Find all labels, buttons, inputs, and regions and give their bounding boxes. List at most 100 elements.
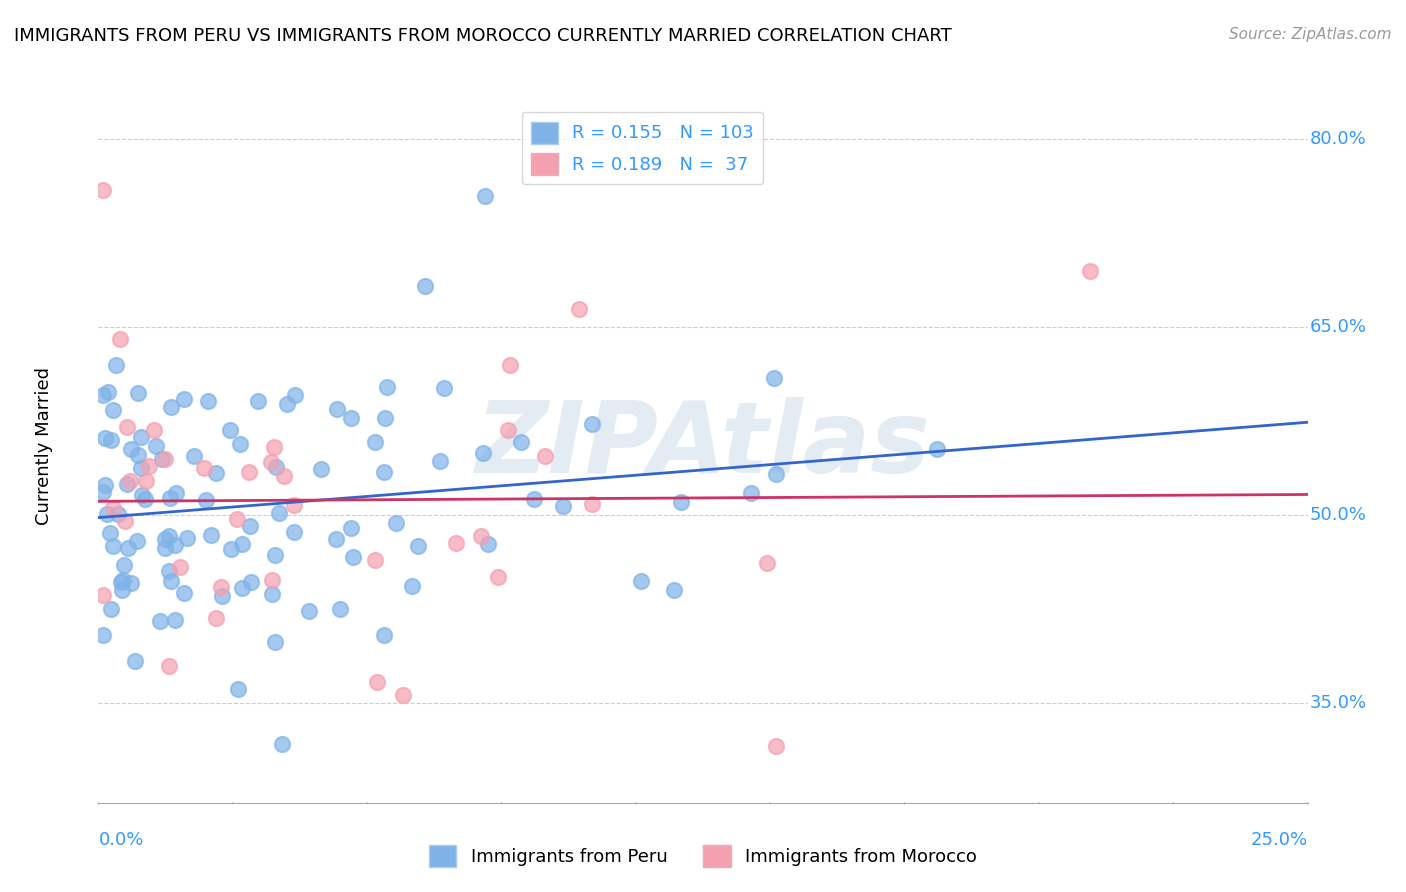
Morocco bbox=[765, 739, 787, 754]
Peru bbox=[283, 524, 305, 539]
Peru bbox=[157, 529, 180, 543]
Peru bbox=[477, 537, 499, 551]
Peru bbox=[120, 576, 142, 591]
Peru bbox=[433, 381, 456, 395]
Peru bbox=[219, 542, 242, 557]
Text: 65.0%: 65.0% bbox=[1310, 318, 1367, 336]
Morocco bbox=[169, 560, 191, 574]
Morocco bbox=[534, 449, 557, 463]
Peru bbox=[93, 628, 115, 642]
Morocco bbox=[496, 424, 519, 438]
Morocco bbox=[205, 611, 228, 625]
Morocco bbox=[260, 573, 283, 587]
Peru bbox=[246, 393, 269, 408]
Morocco bbox=[110, 332, 132, 346]
Peru bbox=[127, 448, 149, 462]
Peru bbox=[103, 539, 125, 553]
Peru bbox=[117, 541, 139, 556]
Peru bbox=[97, 384, 120, 399]
Peru bbox=[472, 446, 495, 460]
Peru bbox=[197, 394, 219, 409]
Peru bbox=[219, 423, 242, 437]
Peru bbox=[342, 549, 364, 564]
Morocco bbox=[366, 675, 388, 690]
Peru bbox=[429, 454, 451, 468]
Peru bbox=[163, 613, 186, 627]
Peru bbox=[374, 410, 396, 425]
Peru bbox=[231, 537, 253, 551]
Peru bbox=[340, 410, 363, 425]
Peru bbox=[176, 532, 198, 546]
Peru bbox=[630, 574, 652, 589]
Morocco bbox=[581, 497, 603, 511]
Text: IMMIGRANTS FROM PERU VS IMMIGRANTS FROM MOROCCO CURRENTLY MARRIED CORRELATION CH: IMMIGRANTS FROM PERU VS IMMIGRANTS FROM … bbox=[14, 27, 952, 45]
Peru bbox=[173, 392, 195, 407]
Peru bbox=[240, 575, 263, 590]
Peru bbox=[96, 507, 118, 521]
Peru bbox=[263, 548, 285, 562]
Peru bbox=[155, 541, 177, 556]
Peru bbox=[160, 401, 183, 415]
Text: 35.0%: 35.0% bbox=[1310, 694, 1367, 712]
Peru bbox=[264, 635, 287, 649]
Morocco bbox=[568, 301, 591, 316]
Peru bbox=[364, 434, 387, 449]
Peru bbox=[112, 558, 135, 572]
Peru bbox=[157, 564, 180, 578]
Peru bbox=[110, 575, 132, 590]
Peru bbox=[91, 485, 114, 500]
Peru bbox=[340, 521, 363, 535]
Peru bbox=[311, 461, 333, 475]
Peru bbox=[329, 602, 352, 616]
Peru bbox=[662, 583, 685, 598]
Morocco bbox=[193, 461, 215, 475]
Morocco bbox=[91, 183, 114, 197]
Peru bbox=[375, 380, 398, 394]
Peru bbox=[385, 516, 408, 531]
Morocco bbox=[135, 474, 157, 488]
Peru bbox=[581, 417, 603, 431]
Morocco bbox=[91, 588, 114, 602]
Legend: Immigrants from Peru, Immigrants from Morocco: Immigrants from Peru, Immigrants from Mo… bbox=[422, 838, 984, 874]
Peru bbox=[150, 452, 173, 467]
Peru bbox=[127, 534, 149, 549]
Text: 0.0%: 0.0% bbox=[98, 831, 143, 849]
Text: 25.0%: 25.0% bbox=[1250, 831, 1308, 849]
Peru bbox=[91, 388, 114, 402]
Peru bbox=[260, 587, 283, 601]
Morocco bbox=[263, 440, 285, 454]
Peru bbox=[763, 371, 786, 385]
Peru bbox=[129, 430, 152, 444]
Peru bbox=[229, 437, 252, 451]
Peru bbox=[149, 614, 172, 628]
Peru bbox=[100, 601, 122, 615]
Peru bbox=[509, 435, 531, 450]
Morocco bbox=[155, 451, 177, 466]
Morocco bbox=[238, 466, 260, 480]
Peru bbox=[159, 574, 181, 589]
Morocco bbox=[118, 474, 141, 488]
Legend: R = 0.155   N = 103, R = 0.189   N =  37: R = 0.155 N = 103, R = 0.189 N = 37 bbox=[522, 112, 763, 184]
Peru bbox=[264, 460, 287, 475]
Peru bbox=[551, 499, 574, 513]
Peru bbox=[415, 278, 437, 293]
Peru bbox=[373, 465, 395, 479]
Peru bbox=[153, 532, 176, 546]
Morocco bbox=[209, 581, 232, 595]
Peru bbox=[159, 491, 181, 505]
Text: ZIPAtlas: ZIPAtlas bbox=[475, 398, 931, 494]
Peru bbox=[120, 442, 142, 456]
Peru bbox=[93, 431, 115, 445]
Morocco bbox=[226, 512, 249, 526]
Peru bbox=[765, 467, 787, 481]
Peru bbox=[325, 401, 347, 416]
Peru bbox=[195, 492, 218, 507]
Peru bbox=[239, 519, 262, 533]
Peru bbox=[401, 579, 423, 593]
Peru bbox=[105, 358, 128, 372]
Peru bbox=[94, 478, 117, 492]
Peru bbox=[129, 461, 152, 475]
Text: 80.0%: 80.0% bbox=[1310, 130, 1367, 148]
Morocco bbox=[486, 570, 509, 584]
Morocco bbox=[756, 556, 779, 570]
